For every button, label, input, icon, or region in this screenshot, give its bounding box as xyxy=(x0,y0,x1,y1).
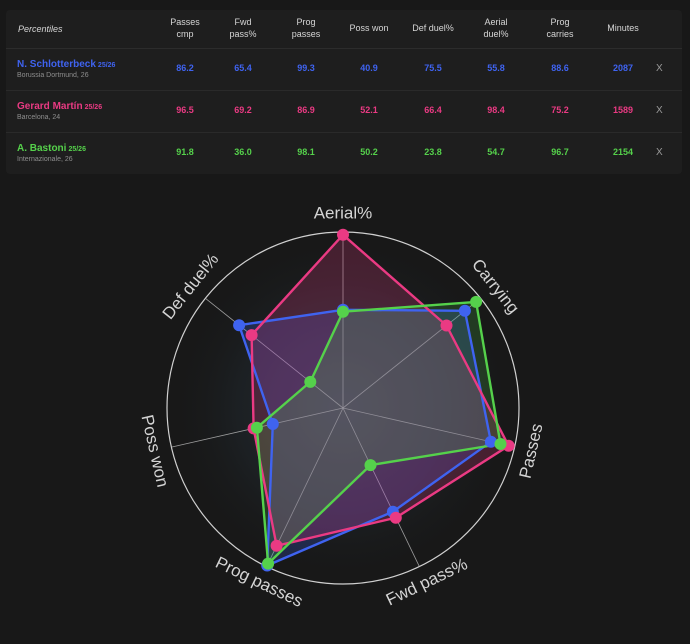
data-point xyxy=(364,459,377,472)
value-fwd-pass: 36.0 xyxy=(234,147,252,157)
value-prog-carries: 75.2 xyxy=(551,105,569,115)
value-fwd-pass: 65.4 xyxy=(234,63,252,73)
value-poss-won: 40.9 xyxy=(360,63,378,73)
value-aerial-duel: 55.8 xyxy=(487,63,505,73)
col-header-passes-cmp: Passes cmp xyxy=(170,17,200,39)
col-header-prog-passes: Prog passes xyxy=(291,17,321,39)
table-header: Percentiles Passes cmp Fwd pass% Prog passe… xyxy=(6,10,682,49)
remove-player-button[interactable]: X xyxy=(656,63,663,74)
col-header-aerial-duel: Aerial duel% xyxy=(483,17,509,39)
data-point xyxy=(270,539,283,552)
value-poss-won: 50.2 xyxy=(360,147,378,157)
player-club: Internazionale, 26 xyxy=(17,156,73,163)
col-header-poss-won: Poss won xyxy=(349,23,389,33)
series-area xyxy=(239,309,491,566)
player-name[interactable]: N. Schlotterbeck 25/26 xyxy=(17,59,116,70)
axis-label: Aerial% xyxy=(314,203,373,222)
value-prog-passes: 99.3 xyxy=(297,63,315,73)
series-line xyxy=(250,233,510,547)
table-row: A. Bastoni 25/26 Internazionale, 26 91.8 … xyxy=(6,133,682,174)
player-club: Barcelona, 24 xyxy=(17,114,61,121)
value-prog-passes: 86.9 xyxy=(297,105,315,115)
percentiles-label: Percentiles xyxy=(18,24,63,34)
data-point xyxy=(458,304,471,317)
radar-spoke xyxy=(342,297,481,409)
value-def-duel: 23.8 xyxy=(424,147,442,157)
value-aerial-duel: 54.7 xyxy=(487,147,505,157)
value-minutes: 2154 xyxy=(612,147,634,157)
data-point xyxy=(304,375,317,388)
data-point xyxy=(266,418,279,430)
value-minutes: 2087 xyxy=(612,63,634,73)
axis-label: Passes xyxy=(516,422,547,481)
radar-spoke xyxy=(266,407,344,567)
value-poss-won: 52.1 xyxy=(360,105,378,115)
player-name[interactable]: A. Bastoni 25/26 xyxy=(17,143,86,154)
data-point xyxy=(233,319,246,332)
value-minutes: 1589 xyxy=(612,105,634,115)
col-header-prog-carries: Prog carries xyxy=(546,17,574,39)
value-fwd-pass: 69.2 xyxy=(234,105,252,115)
data-point xyxy=(337,228,349,241)
player-season: 25/26 xyxy=(84,104,103,111)
player-name[interactable]: Gerard Martín 25/26 xyxy=(17,101,103,112)
player-season: 25/26 xyxy=(97,62,116,69)
col-header-def-duel: Def duel% xyxy=(412,23,454,33)
value-passes-cmp: 91.8 xyxy=(176,147,194,157)
value-def-duel: 75.5 xyxy=(424,63,442,73)
value-aerial-duel: 98.4 xyxy=(487,105,505,115)
data-point xyxy=(389,511,402,524)
value-prog-carries: 96.7 xyxy=(551,147,569,157)
remove-player-button[interactable]: X xyxy=(656,147,663,158)
data-point xyxy=(245,329,258,342)
data-point xyxy=(440,319,453,332)
player-club: Borussia Dortmund, 26 xyxy=(17,72,89,79)
data-point xyxy=(250,421,263,434)
col-header-minutes: Minutes xyxy=(607,23,639,33)
series-line xyxy=(237,308,493,567)
data-point xyxy=(494,438,507,450)
value-prog-carries: 88.6 xyxy=(551,63,569,73)
series-area xyxy=(251,234,509,546)
series-line xyxy=(255,300,502,565)
radar-spoke xyxy=(205,297,344,409)
data-point xyxy=(470,295,483,308)
value-passes-cmp: 86.2 xyxy=(176,63,194,73)
player-season: 25/26 xyxy=(68,146,86,153)
data-point xyxy=(484,435,497,448)
table-row: N. Schlotterbeck 25/26 Borussia Dortmund,… xyxy=(6,49,682,91)
axis-label: Poss won xyxy=(137,413,172,489)
col-header-fwd-pass: Fwd pass% xyxy=(229,17,257,39)
value-def-duel: 66.4 xyxy=(424,105,442,115)
data-point xyxy=(337,305,349,318)
value-prog-passes: 98.1 xyxy=(297,147,315,157)
value-passes-cmp: 96.5 xyxy=(176,105,194,115)
radar-spoke xyxy=(342,407,420,567)
data-point xyxy=(262,557,275,570)
percentiles-table: Percentiles Passes cmp Fwd pass% Prog passe… xyxy=(6,10,682,174)
table-row: Gerard Martín 25/26 Barcelona, 24 96.5 69… xyxy=(6,91,682,133)
remove-player-button[interactable]: X xyxy=(656,105,663,116)
